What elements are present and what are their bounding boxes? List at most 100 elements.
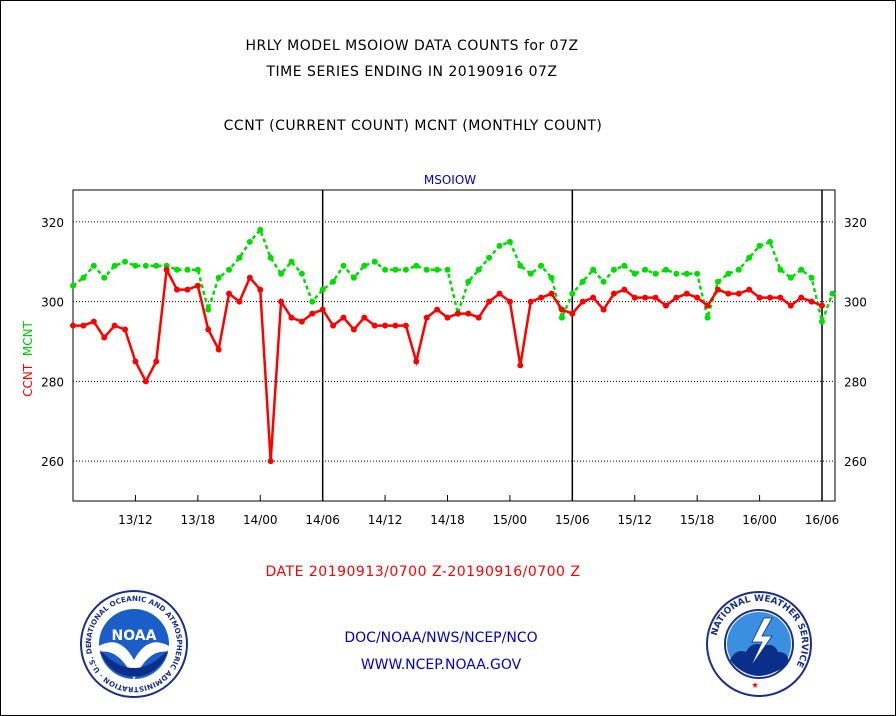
data-point-mcnt	[652, 270, 659, 277]
chart-heading-line3: CCNT (CURRENT COUNT) MCNT (MONTHLY COUNT…	[223, 118, 603, 134]
data-point-ccnt	[319, 306, 326, 313]
plot-area	[72, 189, 836, 502]
chart-title: MSOIOW	[424, 173, 476, 187]
x-tick-label: 14/00	[243, 513, 278, 527]
data-point-ccnt	[819, 302, 825, 309]
data-point-mcnt	[579, 278, 586, 285]
data-point-ccnt	[808, 298, 815, 305]
noaa-logo: NATIONAL OCEANIC AND ATMOSPHERIC ADMINIS…	[80, 590, 188, 698]
data-point-ccnt	[423, 314, 430, 321]
data-point-mcnt	[621, 262, 628, 269]
data-point-ccnt	[506, 298, 513, 305]
data-point-ccnt	[610, 290, 617, 297]
data-point-mcnt	[267, 254, 274, 261]
data-point-mcnt	[673, 270, 680, 277]
y-tick-label-right: 280	[844, 375, 867, 389]
data-point-mcnt	[153, 262, 160, 269]
y-tick-label-left: 300	[41, 296, 64, 310]
data-point-mcnt	[142, 262, 149, 269]
data-point-mcnt	[714, 278, 721, 285]
nws-logo: NATIONAL WEATHER SERVICE	[706, 591, 812, 697]
data-point-mcnt	[610, 266, 617, 273]
data-point-ccnt	[569, 310, 576, 317]
data-point-ccnt	[548, 290, 555, 297]
data-point-ccnt	[361, 314, 368, 321]
data-point-mcnt	[205, 306, 212, 313]
data-point-mcnt	[278, 270, 285, 277]
data-point-ccnt	[704, 302, 711, 309]
data-point-mcnt	[735, 266, 742, 273]
data-point-mcnt	[506, 238, 513, 245]
data-point-ccnt	[101, 334, 108, 341]
data-point-ccnt	[330, 322, 337, 329]
x-tick-label: 14/12	[368, 513, 403, 527]
data-point-mcnt	[101, 274, 108, 281]
data-point-ccnt	[382, 322, 389, 329]
data-point-mcnt	[434, 266, 441, 273]
data-point-mcnt	[766, 238, 773, 245]
x-tick-label: 14/18	[430, 513, 465, 527]
data-point-ccnt	[766, 294, 773, 301]
data-point-mcnt	[257, 226, 264, 233]
data-point-ccnt	[777, 294, 784, 301]
data-point-ccnt	[80, 322, 87, 329]
data-point-ccnt	[621, 286, 628, 293]
data-point-mcnt	[309, 298, 316, 305]
data-point-ccnt	[226, 290, 233, 297]
data-point-ccnt	[787, 302, 794, 309]
data-point-mcnt	[413, 262, 420, 269]
data-point-mcnt	[330, 278, 337, 285]
y-tick-label-left: 260	[41, 455, 64, 469]
data-point-mcnt	[496, 242, 503, 249]
data-point-ccnt	[340, 314, 347, 321]
data-point-ccnt	[132, 358, 139, 365]
data-point-mcnt	[382, 266, 389, 273]
data-point-mcnt	[683, 270, 690, 277]
data-point-mcnt	[548, 274, 555, 281]
data-point-ccnt	[527, 298, 534, 305]
data-point-ccnt	[142, 378, 149, 385]
noaa-logo-text: NOAA	[112, 628, 157, 644]
data-point-mcnt	[704, 314, 711, 321]
data-point-mcnt	[90, 262, 97, 269]
data-point-ccnt	[267, 458, 274, 465]
data-point-ccnt	[486, 298, 493, 305]
data-point-mcnt	[111, 262, 118, 269]
data-point-ccnt	[496, 290, 503, 297]
data-point-ccnt	[673, 294, 680, 301]
x-tick-label: 14/06	[305, 513, 340, 527]
data-point-ccnt	[517, 362, 524, 369]
data-point-mcnt	[340, 262, 347, 269]
data-point-ccnt	[402, 322, 409, 329]
y-tick-label-right: 260	[844, 455, 867, 469]
website-link[interactable]: WWW.NCEP.NOAA.GOV	[360, 657, 522, 673]
data-point-mcnt	[787, 274, 794, 281]
data-point-mcnt	[694, 270, 701, 277]
data-point-mcnt	[80, 274, 87, 281]
data-point-mcnt	[725, 270, 732, 277]
data-point-mcnt	[527, 270, 534, 277]
date-range: DATE 20190913/0700 Z-20190916/0700 Z	[265, 564, 581, 580]
chart-heading-line1: HRLY MODEL MSOIOW DATA COUNTS for 07Z	[245, 38, 579, 54]
y-tick-label-left: 320	[41, 216, 64, 230]
data-point-ccnt	[350, 326, 357, 333]
data-point-ccnt	[205, 326, 212, 333]
x-tick-label: 16/06	[805, 513, 840, 527]
data-point-mcnt	[808, 274, 815, 281]
data-point-mcnt	[226, 266, 233, 273]
data-point-ccnt	[153, 358, 160, 365]
series-line-mcnt	[72, 227, 834, 326]
data-point-ccnt	[475, 314, 482, 321]
data-point-ccnt	[246, 274, 253, 281]
data-point-mcnt	[70, 282, 76, 289]
data-point-mcnt	[777, 266, 784, 273]
x-tick-label: 15/12	[617, 513, 652, 527]
data-point-mcnt	[662, 266, 669, 273]
data-point-mcnt	[361, 262, 368, 269]
data-point-mcnt	[194, 266, 201, 273]
y-tick-label-left: 280	[41, 375, 64, 389]
data-point-mcnt	[798, 266, 805, 273]
data-point-mcnt	[184, 266, 191, 273]
data-point-mcnt	[517, 262, 524, 269]
x-tick-label: 15/06	[555, 513, 590, 527]
